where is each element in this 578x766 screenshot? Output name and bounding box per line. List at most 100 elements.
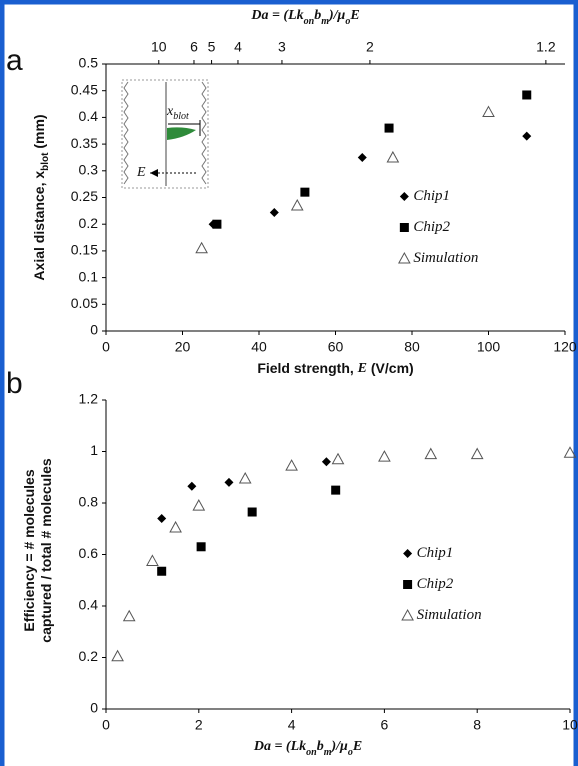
point bbox=[399, 223, 409, 232]
x2-tick-label: 1.2 bbox=[536, 39, 556, 55]
legend-label: Chip1 bbox=[413, 188, 450, 204]
point bbox=[122, 609, 136, 622]
point bbox=[196, 542, 206, 552]
x-tick-label: 10 bbox=[562, 717, 578, 733]
axis-title-part: )/μ bbox=[329, 739, 348, 754]
y-tick-label: 0.2 bbox=[79, 215, 99, 231]
y-tick-label: 0.4 bbox=[79, 108, 99, 124]
x2-tick-label: 4 bbox=[234, 39, 242, 55]
axis-title-part: (mm) bbox=[31, 114, 47, 152]
axis-title-part: Efficiency = # molecules bbox=[21, 469, 37, 631]
y-tick-label: 1.2 bbox=[79, 391, 99, 407]
point bbox=[212, 219, 222, 229]
legend-marker bbox=[399, 192, 409, 201]
legend-label: Chip2 bbox=[413, 219, 450, 235]
legend-label: Simulation bbox=[413, 250, 478, 266]
y-tick-label: 0.15 bbox=[71, 242, 98, 258]
inset-label: E bbox=[136, 165, 146, 180]
point bbox=[269, 207, 279, 217]
axis-title: Axial distance, xblot (mm) bbox=[31, 114, 51, 280]
axis-title-part: E bbox=[357, 361, 367, 376]
y-tick-label: 1 bbox=[90, 442, 98, 458]
y-tick-label: 0.4 bbox=[79, 597, 99, 613]
y-tick-label: 0.35 bbox=[71, 135, 98, 151]
x-tick-label: 120 bbox=[553, 339, 577, 355]
axis-title-part: b bbox=[317, 739, 324, 754]
point bbox=[169, 520, 182, 533]
x2-tick-label: 10 bbox=[151, 39, 167, 55]
point bbox=[157, 566, 167, 576]
axis-title-part: b bbox=[314, 8, 321, 23]
axis-title: Da = (Lkonbm)/μoE bbox=[250, 8, 359, 27]
y-tick-label: 0.2 bbox=[79, 648, 99, 664]
legend-marker bbox=[399, 223, 409, 232]
series bbox=[111, 446, 577, 662]
axis-title: Efficiency = # moleculescaptured / total… bbox=[21, 458, 54, 643]
axis-title: Da = (Lkonbm)/μoE bbox=[253, 739, 362, 758]
axis-title-part: captured / total # molecules bbox=[38, 458, 54, 643]
x-tick-label: 4 bbox=[288, 717, 296, 733]
x-tick-label: 0 bbox=[102, 717, 110, 733]
point bbox=[399, 192, 409, 201]
y-tick-label: 0.8 bbox=[79, 494, 99, 510]
x-tick-label: 20 bbox=[175, 339, 191, 355]
point bbox=[403, 580, 413, 589]
point bbox=[321, 457, 331, 467]
axis-title-part: Axial distance, x bbox=[31, 171, 47, 281]
axis-title: Field strength, E (V/cm) bbox=[257, 360, 413, 377]
inset-box bbox=[121, 79, 209, 189]
x-tick-label: 2 bbox=[195, 717, 203, 733]
point bbox=[285, 459, 298, 471]
axis-title-part: Da = (Lk bbox=[253, 739, 306, 754]
point bbox=[187, 481, 197, 491]
x-tick-label: 6 bbox=[381, 717, 389, 733]
y-tick-label: 0.45 bbox=[71, 81, 98, 97]
wall bbox=[201, 81, 207, 185]
x2-tick-label: 5 bbox=[208, 39, 216, 55]
point bbox=[357, 152, 367, 162]
panel-label: a bbox=[6, 44, 23, 77]
arrowhead bbox=[150, 169, 158, 177]
x2-tick-label: 2 bbox=[366, 39, 374, 55]
band bbox=[167, 127, 196, 140]
point bbox=[398, 251, 411, 264]
series bbox=[157, 485, 341, 576]
axis-title-part: blot bbox=[40, 152, 51, 171]
y-tick-label: 0 bbox=[90, 322, 98, 338]
series bbox=[157, 457, 331, 523]
legend-marker bbox=[403, 549, 413, 558]
point bbox=[300, 187, 310, 197]
axis-title-part: m bbox=[324, 747, 332, 758]
x-tick-label: 40 bbox=[251, 339, 267, 355]
point bbox=[331, 485, 341, 495]
x-tick-label: 8 bbox=[473, 717, 481, 733]
series bbox=[208, 131, 532, 229]
y-tick-label: 0.1 bbox=[79, 268, 99, 284]
point bbox=[146, 554, 159, 566]
inset: xblot E bbox=[121, 79, 209, 189]
point bbox=[384, 123, 394, 133]
legend-label: Chip2 bbox=[417, 576, 454, 592]
axis-title-part: Field strength, bbox=[257, 360, 357, 376]
x-tick-label: 80 bbox=[404, 339, 420, 355]
inset-label: x bbox=[166, 104, 174, 119]
point bbox=[247, 507, 257, 517]
point bbox=[482, 105, 495, 118]
y-tick-label: 0.05 bbox=[71, 295, 98, 311]
axis-title-part: )/μ bbox=[327, 8, 346, 23]
y-tick-label: 0 bbox=[90, 700, 98, 716]
x2-tick-label: 3 bbox=[278, 39, 286, 55]
y-tick-label: 0.6 bbox=[79, 545, 99, 561]
x-tick-label: 100 bbox=[477, 339, 501, 355]
point bbox=[195, 241, 208, 254]
series bbox=[212, 90, 532, 229]
point bbox=[192, 499, 206, 511]
point bbox=[331, 452, 345, 465]
axis-title-part: on bbox=[306, 747, 317, 758]
y-tick-label: 0.3 bbox=[79, 162, 99, 178]
legend-label: Simulation bbox=[417, 607, 482, 623]
x-tick-label: 60 bbox=[328, 339, 344, 355]
point bbox=[157, 513, 167, 523]
panel-label: b bbox=[6, 367, 23, 400]
point bbox=[290, 198, 304, 211]
